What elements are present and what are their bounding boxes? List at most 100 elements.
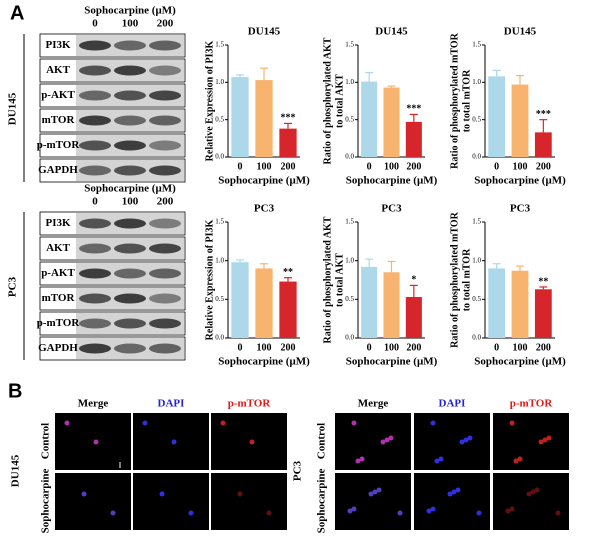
blot-band <box>149 140 181 151</box>
blot-band <box>114 243 146 254</box>
x-axis-label: Sophocarpine (μM) <box>474 175 566 187</box>
significance: * <box>411 275 416 286</box>
protein-label: AKT <box>46 242 71 254</box>
cell <box>351 420 357 426</box>
cell <box>463 437 469 443</box>
blot-band <box>149 318 181 329</box>
cell <box>159 491 165 497</box>
y-tick-label: 1.5 <box>472 41 481 49</box>
x-axis-label: Sophocarpine (μM) <box>346 356 438 368</box>
blot-band <box>114 40 146 51</box>
y-tick-label: 0.0 <box>472 153 481 161</box>
protein-label: GAPDH <box>38 164 78 176</box>
blot-band <box>149 243 181 254</box>
blot-band <box>79 343 111 354</box>
chart-title: PC3 <box>510 203 531 215</box>
cell <box>555 510 561 516</box>
column-header: p-mTOR <box>228 398 272 410</box>
blot-lane-box <box>39 236 186 261</box>
dose-label: 0 <box>92 18 98 30</box>
y-tick-label: 1.5 <box>215 218 224 226</box>
bar <box>231 77 249 157</box>
y-tick-label: 0.5 <box>345 295 354 303</box>
chart-title: PC3 <box>254 203 275 215</box>
y-axis-label: to total mTOR <box>461 69 472 132</box>
blot-band <box>149 115 181 126</box>
bar <box>534 132 552 157</box>
cell <box>376 487 382 493</box>
blot-band <box>114 218 146 229</box>
blot-band <box>79 115 111 126</box>
cell <box>359 456 365 462</box>
column-header: Merge <box>358 398 389 410</box>
blot-band <box>149 343 181 354</box>
bar <box>405 297 422 338</box>
x-tick-label: 100 <box>384 161 399 172</box>
blot-band <box>79 243 111 254</box>
cell <box>509 506 515 512</box>
dose-label: 200 <box>157 196 174 208</box>
x-tick-label: 0 <box>367 161 372 172</box>
column-header: DAPI <box>439 398 466 410</box>
cell <box>355 458 361 464</box>
y-axis-label: Relative Expression of PI3K <box>204 219 215 340</box>
cell <box>467 435 473 441</box>
x-tick-label: 0 <box>367 342 372 353</box>
y-tick-label: 1.0 <box>345 256 354 264</box>
cell <box>438 456 444 462</box>
blot-band <box>79 318 111 329</box>
bar <box>279 128 297 157</box>
cell <box>220 420 226 426</box>
row-label: Control <box>40 423 52 459</box>
blot-lane-box <box>39 311 186 336</box>
blot-band <box>114 140 146 151</box>
cell <box>351 506 357 512</box>
x-tick-label: 200 <box>536 342 551 353</box>
cell <box>368 491 374 497</box>
y-tick-label: 0.5 <box>472 295 481 303</box>
blot-lane-box <box>39 33 186 58</box>
y-axis-label: Ratio of phosphorylated mTOR <box>449 32 460 168</box>
chart-title: DU145 <box>375 26 408 38</box>
blot-band <box>114 115 146 126</box>
blot-band <box>79 90 111 101</box>
x-tick-label: 0 <box>238 342 243 353</box>
y-tick-label: 0.5 <box>215 115 224 123</box>
micrograph <box>133 473 209 530</box>
cell <box>426 508 432 514</box>
column-header: Merge <box>78 398 109 410</box>
cell <box>388 435 394 441</box>
cell <box>142 420 148 426</box>
significance: *** <box>406 104 421 115</box>
cell <box>526 491 532 497</box>
blot-band <box>114 318 146 329</box>
bar <box>361 266 378 338</box>
blot-band <box>79 268 111 279</box>
blot-band <box>149 165 181 176</box>
chart-title: DU145 <box>504 26 537 38</box>
blot-header: Sophocarpine (μM) <box>84 5 176 17</box>
row-label: Sophocarpine <box>40 468 52 533</box>
bar <box>511 270 529 338</box>
x-tick-label: 200 <box>281 161 296 172</box>
blot-lane-box <box>39 211 186 236</box>
chart-title: PC3 <box>381 203 402 215</box>
cell <box>347 508 353 514</box>
cell <box>430 420 436 426</box>
row-label: Sophocarpine <box>316 468 328 533</box>
micrograph <box>335 473 411 530</box>
x-axis-label: Sophocarpine (μM) <box>218 356 310 368</box>
blot-header: Sophocarpine (μM) <box>84 183 176 195</box>
x-tick-label: 200 <box>536 161 551 172</box>
x-tick-label: 100 <box>384 342 399 353</box>
y-tick-label: 0.5 <box>215 295 224 303</box>
row-label: Control <box>316 423 328 459</box>
micrograph <box>493 413 569 470</box>
x-tick-label: 0 <box>238 161 243 172</box>
y-tick-label: 1.5 <box>215 41 224 49</box>
blot-band <box>149 40 181 51</box>
blot-band <box>114 65 146 76</box>
panel-label: A <box>10 2 24 24</box>
protein-label: p-mTOR <box>37 317 81 329</box>
